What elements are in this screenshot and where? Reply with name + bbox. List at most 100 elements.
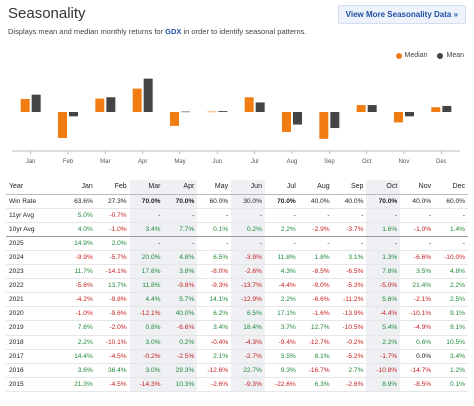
bar-mean-jul[interactable] (255, 102, 265, 112)
table-cell: 17.6% (129, 264, 164, 280)
table-cell: 5.6% (366, 292, 401, 308)
bar-mean-dec[interactable] (442, 105, 452, 112)
bar-median-aug[interactable] (282, 112, 291, 132)
x-tick-label-nov: Nov (399, 159, 410, 165)
table-cell: -12.7% (298, 335, 333, 350)
column-header-may[interactable]: May (197, 180, 232, 195)
table-cell: 4.4% (129, 292, 164, 308)
table-cell: -4.4% (264, 278, 299, 294)
table-header-row: Year Jan Feb Mar Apr May Jun Jul Aug Sep Oct Nov Dec (6, 180, 468, 195)
bar-median-jun[interactable] (207, 111, 217, 113)
table-cell: -6.6% (400, 250, 435, 266)
x-tick-label-jan: Jan (26, 159, 36, 165)
chart-svg: Jan Feb Mar Apr May Jun Jul Aug Sep Oct Nov Dec (12, 78, 460, 165)
table-cell: 0.1% (434, 377, 468, 392)
bar-mean-jun[interactable] (218, 111, 228, 112)
table-cell: 0.8% (129, 320, 164, 336)
bar-median-jan[interactable] (20, 99, 30, 112)
subtitle: Displays mean and median monthly returns… (8, 27, 307, 36)
x-tick-label-oct: Oct (362, 159, 372, 165)
seasonality-table: Year Jan Feb Mar Apr May Jun Jul Aug Sep Oct Nov Dec… (6, 180, 468, 392)
table-cell: -13.9% (332, 306, 367, 322)
bar-mean-aug[interactable] (293, 112, 302, 125)
bar-median-dec[interactable] (431, 107, 441, 112)
row-label: Win Rate (6, 194, 62, 209)
bar-mean-may[interactable] (181, 111, 190, 113)
bar-median-feb[interactable] (58, 112, 67, 138)
column-header-aug[interactable]: Aug (298, 180, 333, 195)
column-header-sep[interactable]: Sep (332, 180, 367, 195)
bar-mean-jan[interactable] (31, 94, 41, 112)
column-header-feb[interactable]: Feb (95, 180, 130, 195)
bar-median-jul[interactable] (244, 97, 254, 112)
bar-median-nov[interactable] (394, 112, 403, 123)
table-cell: 10.5% (434, 335, 468, 350)
table-cell: -22.6% (264, 377, 299, 392)
table-cell: 22.7% (231, 363, 265, 378)
x-tick-label-aug: Aug (287, 159, 298, 165)
bar-mean-mar[interactable] (106, 97, 116, 112)
x-tick-label-mar: Mar (100, 159, 110, 165)
table-cell: 29.3% (163, 363, 198, 378)
column-header-year[interactable]: Year (6, 180, 62, 195)
legend-item-median[interactable]: Median (395, 52, 427, 59)
table-cell: 11.7% (62, 264, 96, 280)
table-cell: 14.4% (62, 349, 96, 364)
table-cell: -2.0% (95, 320, 130, 336)
table-cell: -8.5% (298, 264, 333, 280)
table-cell: 4.8% (163, 250, 198, 266)
row-label: 11yr Avg (6, 208, 62, 223)
table-cell: 4.0% (62, 222, 96, 237)
table-cell: 40.0% (400, 194, 435, 209)
table-cell: 40.0% (163, 306, 198, 322)
bar-median-oct[interactable] (356, 105, 366, 112)
bar-mean-apr[interactable] (143, 78, 153, 112)
ticker-link[interactable]: GDX (165, 27, 182, 36)
row-label: 2015 (6, 377, 62, 392)
column-header-jan[interactable]: Jan (62, 180, 96, 195)
bar-median-sep[interactable] (319, 112, 329, 139)
bar-mean-oct[interactable] (367, 105, 377, 112)
table-cell: 63.6% (62, 194, 96, 209)
x-tick-label-may: May (174, 159, 185, 165)
table-cell: - (400, 208, 435, 223)
table-cell: -9.3% (197, 278, 232, 294)
table-cell: 4.8% (434, 264, 468, 280)
column-header-oct[interactable]: Oct (366, 180, 401, 195)
table-cell: 11.8% (264, 250, 299, 266)
bar-median-apr[interactable] (132, 88, 142, 112)
legend-item-mean[interactable]: Mean (437, 52, 464, 59)
column-header-jun[interactable]: Jun (231, 180, 265, 195)
column-header-nov[interactable]: Nov (400, 180, 435, 195)
table-cell: 2.2% (434, 278, 468, 294)
x-tick-label-jun: Jun (212, 159, 222, 165)
table-cell: - (400, 236, 435, 251)
bar-median-may[interactable] (170, 112, 179, 126)
table-row: 2018 2.2% -10.1% 3.0% 0.2% -0.4% -4.3% -9.4% -12… (6, 335, 468, 350)
column-header-mar[interactable]: Mar (129, 180, 164, 195)
bar-mean-sep[interactable] (330, 112, 340, 129)
table-cell: -14.3% (129, 377, 164, 392)
bar-median-mar[interactable] (95, 98, 105, 112)
x-tick-label-apr: Apr (138, 159, 147, 165)
table-cell: -6.5% (332, 264, 367, 280)
table-cell: 3.8% (163, 264, 198, 280)
table-cell: 20.0% (129, 250, 164, 266)
column-header-apr[interactable]: Apr (163, 180, 198, 195)
table-cell: -4.5% (95, 349, 130, 364)
table-cell: -1.6% (298, 306, 333, 322)
bar-mean-nov[interactable] (405, 112, 414, 117)
table-cell: 3.5% (400, 264, 435, 280)
table-cell: 2.2% (62, 335, 96, 350)
table-cell: -11.2% (332, 292, 367, 308)
column-header-dec[interactable]: Dec (434, 180, 468, 195)
table-cell: 17.1% (264, 306, 299, 322)
x-tick-label-jul: Jul (251, 159, 259, 165)
view-more-seasonality-button[interactable]: View More Seasonality Data » (337, 5, 466, 24)
table-cell: 0.0% (400, 349, 435, 364)
bar-mean-feb[interactable] (69, 112, 78, 117)
table-cell: -4.3% (231, 335, 265, 350)
table-cell: 9.3% (264, 363, 299, 378)
column-header-jul[interactable]: Jul (264, 180, 299, 195)
table-cell: 11.8% (129, 278, 164, 294)
